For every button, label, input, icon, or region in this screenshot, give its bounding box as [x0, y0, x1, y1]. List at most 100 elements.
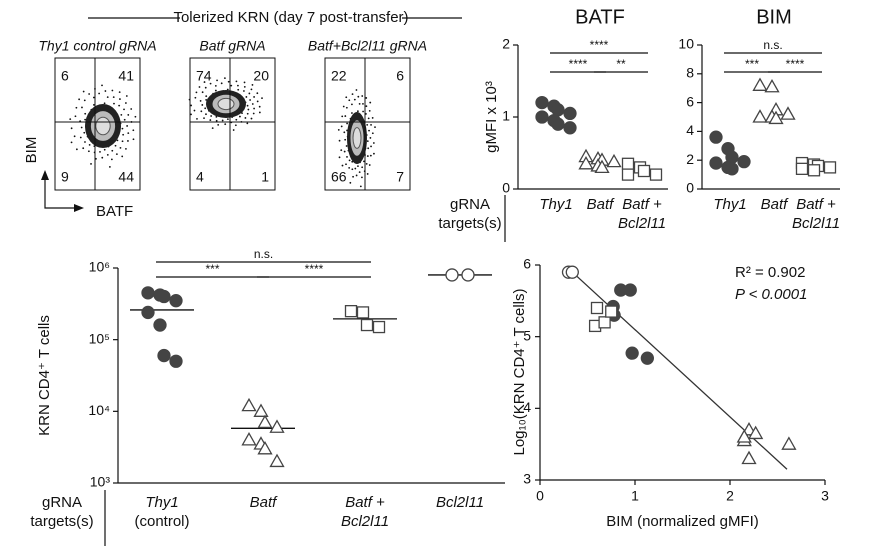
sig-label: **	[616, 57, 626, 71]
event-dot	[250, 88, 253, 91]
event-dot	[232, 129, 235, 131]
event-dot	[111, 149, 114, 152]
event-dot	[84, 118, 87, 121]
event-dot	[348, 99, 351, 102]
event-dot	[75, 106, 78, 109]
x-tick-label: Thy1	[145, 494, 178, 511]
event-dot	[120, 114, 123, 116]
event-dot	[235, 118, 238, 121]
quadrant-value: 9	[61, 169, 69, 185]
event-dot	[357, 165, 359, 168]
event-dot	[246, 122, 249, 125]
point	[257, 414, 273, 429]
point	[781, 436, 797, 450]
point	[141, 286, 155, 300]
event-dot	[342, 105, 345, 108]
event-dot	[125, 147, 127, 150]
event-dot	[237, 88, 240, 91]
quadrant-value: 41	[118, 68, 134, 84]
chart-title: BATF	[575, 6, 625, 28]
event-dot	[216, 79, 218, 82]
contour	[217, 97, 235, 111]
event-dot	[201, 91, 204, 94]
event-dot	[244, 117, 247, 119]
event-dot	[365, 105, 368, 108]
event-dot	[234, 124, 237, 127]
row-label: targets(s)	[438, 215, 501, 232]
point	[741, 450, 757, 465]
y-tick-label: 2	[686, 151, 694, 167]
event-dot	[369, 137, 372, 139]
event-dot	[243, 85, 246, 88]
event-dot	[368, 164, 371, 166]
event-dot	[106, 96, 109, 99]
x-tick-label: Batf +	[796, 196, 836, 213]
sig-label: ****	[590, 38, 609, 52]
event-dot	[104, 90, 107, 92]
event-dot	[90, 163, 92, 165]
event-dot	[118, 91, 121, 94]
quadrant-value: 6	[61, 68, 69, 84]
event-dot	[122, 133, 125, 136]
event-dot	[84, 112, 87, 115]
event-dot	[235, 80, 238, 83]
point	[623, 283, 637, 297]
event-dot	[371, 132, 374, 135]
event-dot	[366, 155, 369, 157]
quadrant-value: 66	[331, 169, 347, 185]
event-dot	[200, 110, 203, 113]
event-dot	[251, 103, 254, 105]
event-dot	[251, 84, 254, 86]
event-dot	[124, 102, 127, 104]
event-dot	[204, 86, 207, 89]
point	[598, 316, 611, 329]
y-tick-label: 8	[686, 65, 694, 81]
x-tick-label: 2	[726, 488, 734, 504]
x-tick-label: Batf	[587, 196, 616, 213]
x-tick-label: Batf +	[622, 196, 662, 213]
event-dot	[358, 102, 361, 105]
event-dot	[127, 140, 129, 142]
event-dot	[368, 129, 370, 132]
x-tick-label: Thy1	[713, 196, 746, 213]
y-tick-label: 0	[502, 180, 510, 196]
event-dot	[81, 106, 83, 109]
y-tick-label: 10	[678, 36, 694, 52]
point	[563, 121, 577, 135]
x-tick-label: Batf +	[345, 494, 385, 511]
event-dot	[127, 132, 130, 135]
event-dot	[210, 115, 213, 117]
point	[253, 403, 269, 417]
event-dot	[374, 126, 376, 128]
point	[578, 155, 594, 170]
event-dot	[223, 77, 226, 80]
quadrant-value: 4	[196, 169, 204, 185]
y-axis-label: KRN CD4⁺ T cells	[36, 315, 53, 436]
event-dot	[70, 127, 73, 130]
event-dot	[74, 115, 77, 118]
quadrant-value: 22	[331, 68, 347, 84]
x-tick-label: Batf	[761, 196, 790, 213]
y-axis-label: gMFI x 10³	[483, 81, 500, 153]
y-tick-label: 10⁴	[88, 402, 110, 418]
event-dot	[351, 93, 354, 96]
event-dot	[121, 140, 124, 143]
point	[640, 351, 654, 365]
event-dot	[226, 118, 229, 121]
flow-y-label: BIM	[23, 137, 40, 164]
row-label: targets(s)	[30, 513, 93, 530]
x-tick-label: Bcl2l11	[792, 215, 840, 232]
y-axis-label: Log₁₀(KRN CD4⁺ T cells)	[511, 288, 528, 455]
event-dot	[345, 145, 348, 147]
event-dot	[370, 145, 372, 148]
quadrant-value: 7	[396, 169, 404, 185]
point	[565, 265, 579, 279]
sig-label: ***	[205, 262, 219, 276]
event-dot	[121, 127, 124, 130]
point	[269, 419, 285, 433]
panel-title: Batf+Bcl2l11 gRNA	[308, 38, 427, 54]
event-dot	[103, 102, 106, 105]
event-dot	[205, 99, 208, 101]
point	[590, 301, 604, 315]
